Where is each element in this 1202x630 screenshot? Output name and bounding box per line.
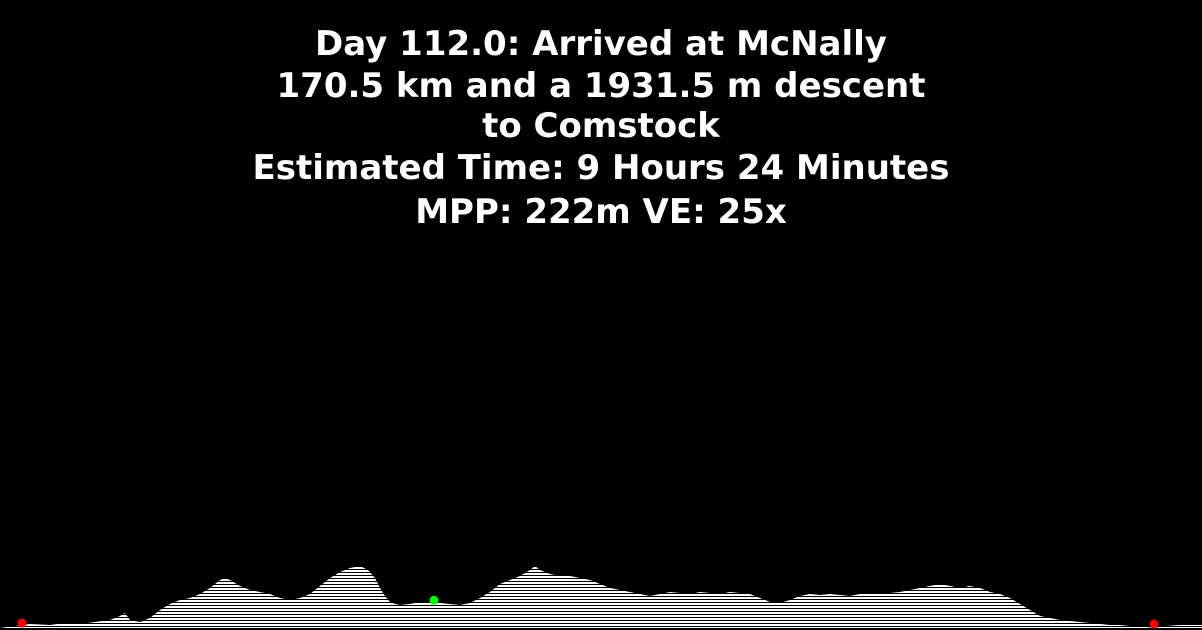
marker-layer <box>17 595 1159 629</box>
header-line-mpp-ve: MPP: 222m VE: 25x <box>415 192 787 232</box>
end-marker <box>1149 619 1159 629</box>
start-marker <box>17 618 27 628</box>
header-line-day: Day 112.0: Arrived at McNally <box>315 24 887 64</box>
header-line-estimated-time: Estimated Time: 9 Hours 24 Minutes <box>252 148 950 188</box>
current-marker <box>429 595 439 605</box>
title-block: Day 112.0: Arrived at McNally 170.5 km a… <box>0 22 1202 234</box>
header-line-distance: 170.5 km and a 1931.5 m descent <box>276 66 926 106</box>
elevation-area <box>0 566 1202 628</box>
profile-layer <box>0 566 1202 628</box>
header-line-destination: to Comstock <box>482 106 720 146</box>
